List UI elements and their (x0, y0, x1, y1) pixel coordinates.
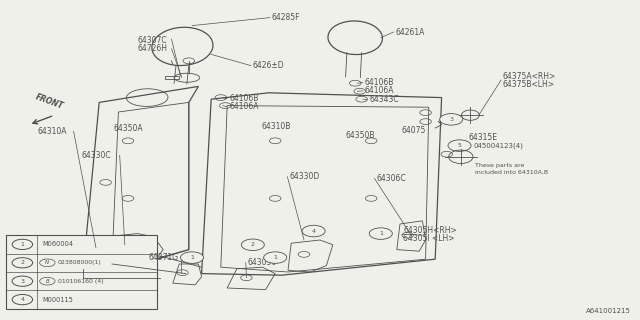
Text: 6426±D: 6426±D (253, 61, 284, 70)
Text: 64075: 64075 (402, 126, 426, 135)
Text: 64315E: 64315E (468, 133, 497, 142)
Text: 5: 5 (458, 143, 461, 148)
Text: 023808000(1): 023808000(1) (58, 260, 101, 265)
Text: 64310B: 64310B (261, 122, 291, 131)
Text: B: B (45, 279, 49, 284)
Text: A641001215: A641001215 (586, 308, 630, 314)
Circle shape (180, 252, 204, 263)
Circle shape (369, 228, 392, 239)
Text: 64285F: 64285F (272, 13, 301, 22)
Text: 2: 2 (20, 260, 24, 265)
Text: 2: 2 (251, 242, 255, 247)
Text: 64375B<LH>: 64375B<LH> (502, 80, 554, 89)
Circle shape (440, 114, 463, 125)
Text: 64106B: 64106B (365, 78, 394, 87)
Circle shape (241, 239, 264, 251)
Text: 64261A: 64261A (396, 28, 425, 36)
Circle shape (302, 225, 325, 237)
Text: 64350A: 64350A (114, 124, 143, 132)
Text: 643050: 643050 (248, 258, 277, 267)
Text: 1: 1 (273, 255, 277, 260)
Text: 045004123(4): 045004123(4) (474, 142, 524, 149)
Text: 64330D: 64330D (289, 172, 319, 181)
Text: 4: 4 (20, 297, 24, 302)
Text: 64375A<RH>: 64375A<RH> (502, 72, 556, 81)
Text: 64307C: 64307C (138, 36, 167, 44)
FancyBboxPatch shape (6, 235, 157, 309)
Text: 64330C: 64330C (82, 151, 111, 160)
Text: 64726H: 64726H (138, 44, 168, 53)
Text: 1: 1 (379, 231, 383, 236)
Text: 010106160 (4): 010106160 (4) (58, 279, 103, 284)
Text: 64106A: 64106A (365, 86, 394, 95)
Text: 3: 3 (20, 279, 24, 284)
Text: 64310A: 64310A (37, 127, 67, 136)
Circle shape (264, 252, 287, 263)
Text: These parts are
included into 64310A,B: These parts are included into 64310A,B (475, 163, 548, 175)
Text: 4: 4 (312, 228, 316, 234)
Text: 3: 3 (449, 117, 453, 122)
Text: 64350B: 64350B (346, 131, 375, 140)
Text: N: N (45, 260, 49, 265)
Text: 64106B: 64106B (229, 94, 259, 103)
Text: 1: 1 (190, 255, 194, 260)
Text: 64343C: 64343C (369, 95, 399, 104)
Text: 64371G: 64371G (148, 253, 179, 262)
Text: M060004: M060004 (42, 241, 74, 247)
Text: M000115: M000115 (42, 297, 73, 303)
Text: FRONT: FRONT (35, 92, 65, 110)
Text: 64106A: 64106A (229, 102, 259, 111)
Text: 64306C: 64306C (376, 174, 406, 183)
Text: 64305I <LH>: 64305I <LH> (403, 234, 454, 243)
Text: 1: 1 (20, 242, 24, 247)
Text: 64305H<RH>: 64305H<RH> (403, 226, 457, 235)
